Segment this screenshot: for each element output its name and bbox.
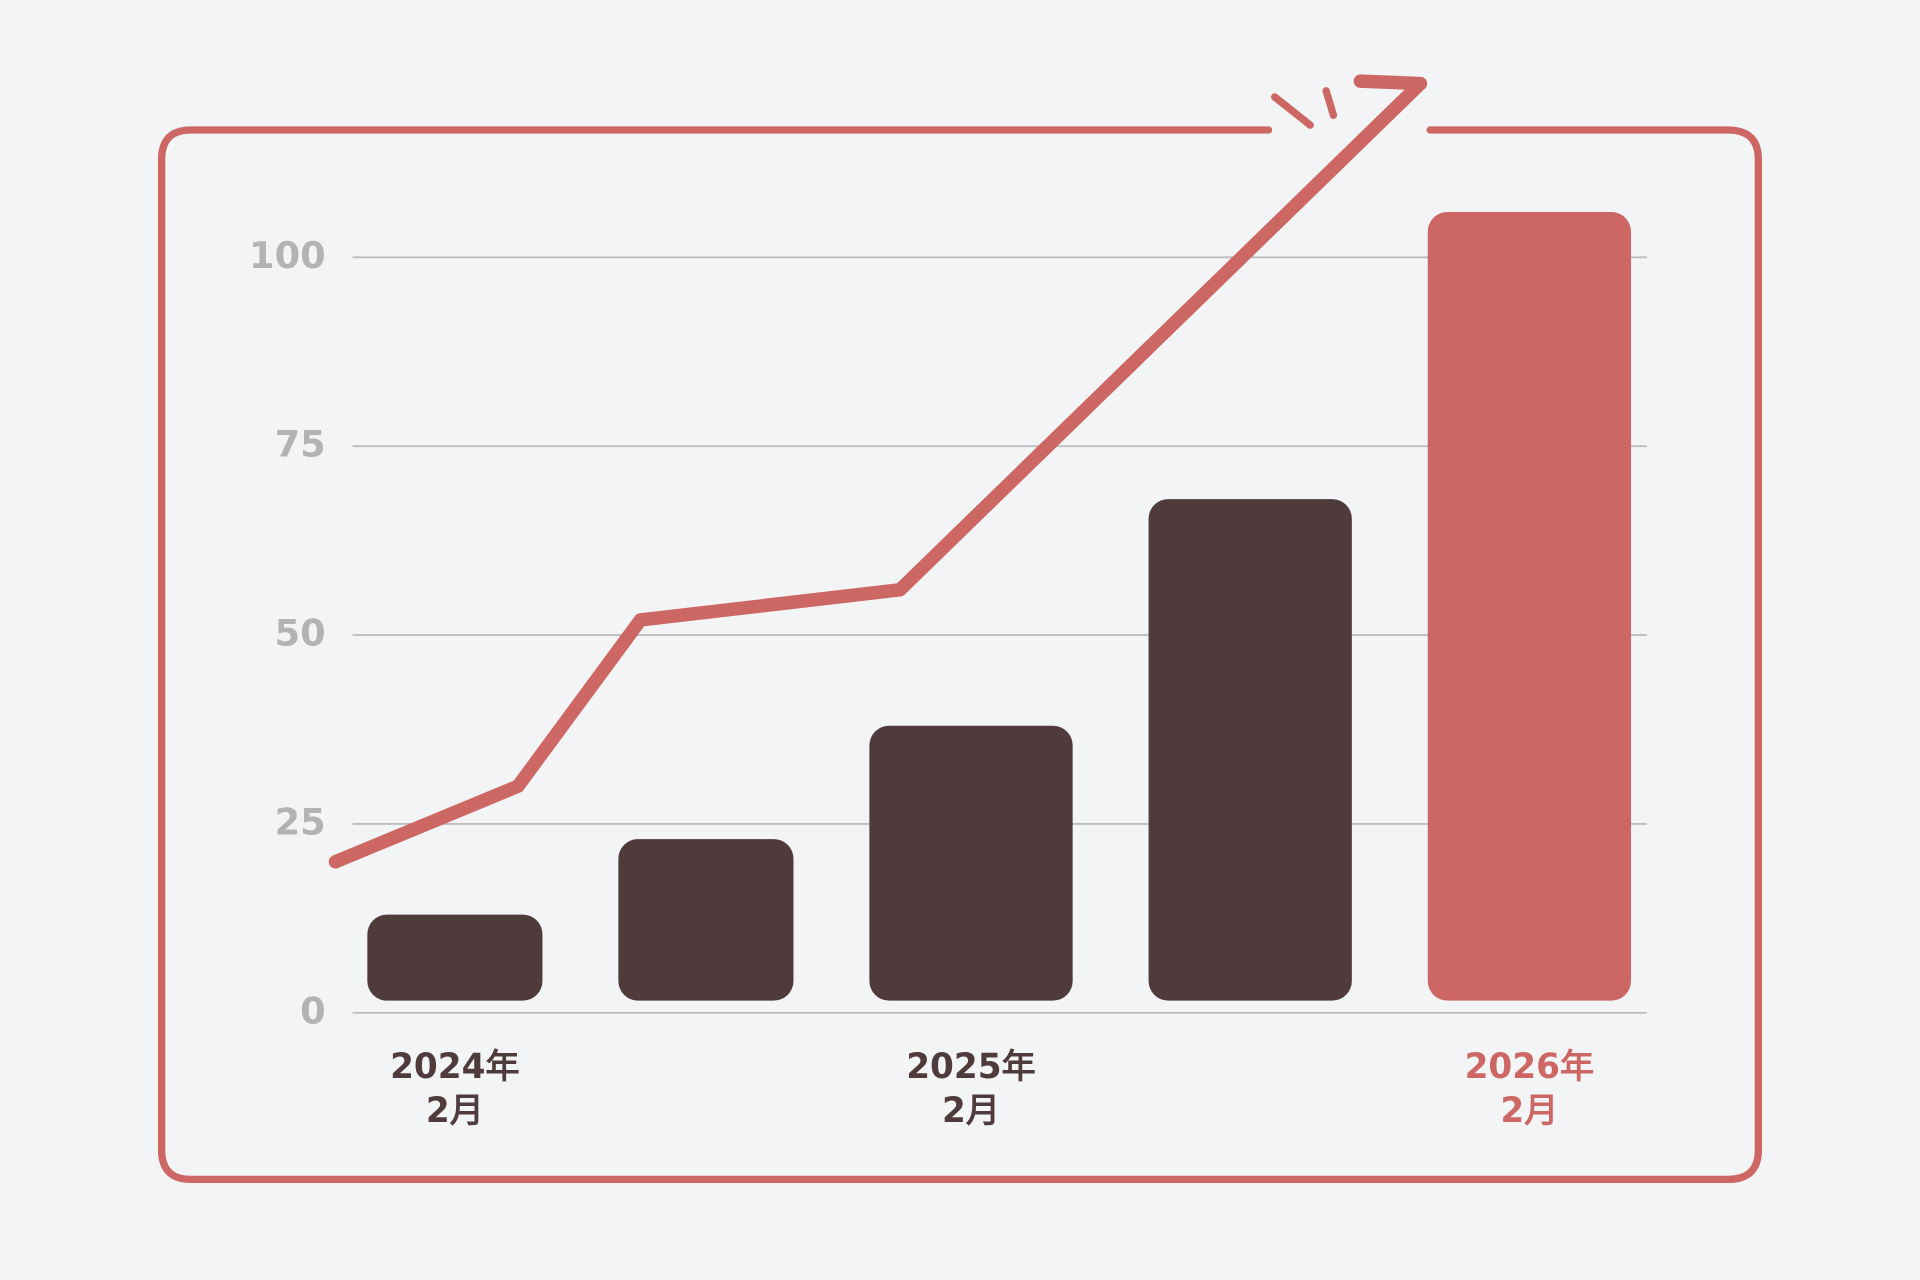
x-tick-label-line: 2026年 (1465, 1046, 1595, 1086)
bar (618, 839, 794, 1001)
y-tick-label: 0 (300, 989, 326, 1032)
arrow-head (1353, 74, 1428, 91)
spark (1322, 87, 1338, 119)
bar (869, 725, 1073, 1001)
y-tick-label: 25 (275, 800, 326, 843)
y-tick-label: 75 (275, 423, 326, 466)
bar (367, 914, 543, 1001)
x-tick-label-line: 2月 (942, 1091, 1000, 1131)
x-tick-label-line: 2月 (426, 1091, 484, 1131)
bars (367, 212, 1632, 1001)
x-tick-label-line: 2月 (1500, 1091, 1558, 1131)
x-tick-label: 2026年 2月 (1465, 1046, 1595, 1130)
bar (1148, 499, 1352, 1001)
x-tick-label: 2025年 2月 (906, 1046, 1036, 1130)
x-tick-label-line: 2024年 (390, 1046, 520, 1086)
x-tick-label-line: 2025年 (906, 1046, 1036, 1086)
x-tick-label: 2024年 2月 (390, 1046, 520, 1130)
y-tick-label: 50 (275, 612, 326, 655)
labels: 0 25 50 75 100 2024年 2月 2025年 2月 2026年 2月 (249, 234, 1594, 1131)
frame (157, 126, 1763, 1184)
trend (328, 74, 1428, 869)
bar (1427, 212, 1632, 1001)
y-tick-label: 100 (249, 234, 326, 277)
trend-line (328, 76, 1428, 869)
spark (1271, 93, 1314, 129)
